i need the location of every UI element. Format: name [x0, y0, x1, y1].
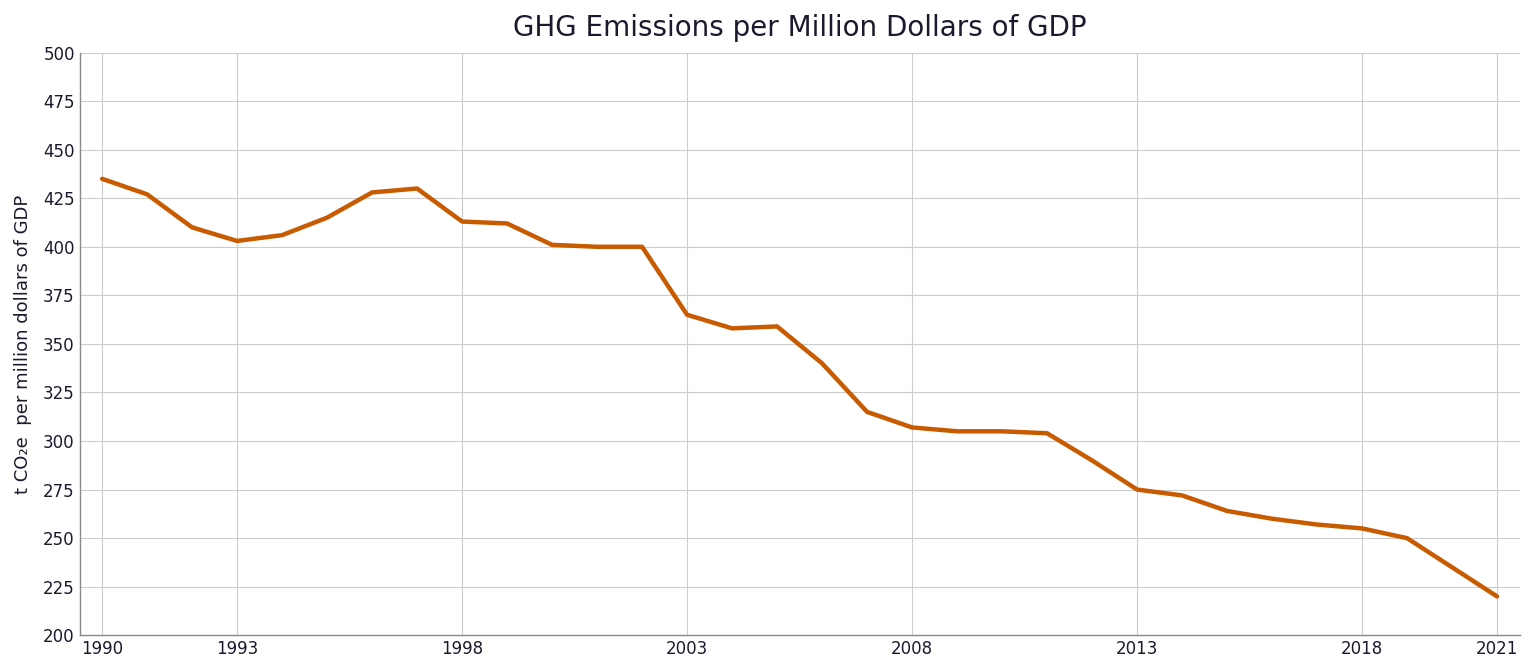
- Y-axis label: t CO₂e  per million dollars of GDP: t CO₂e per million dollars of GDP: [14, 194, 32, 493]
- Title: GHG Emissions per Million Dollars of GDP: GHG Emissions per Million Dollars of GDP: [513, 14, 1086, 42]
